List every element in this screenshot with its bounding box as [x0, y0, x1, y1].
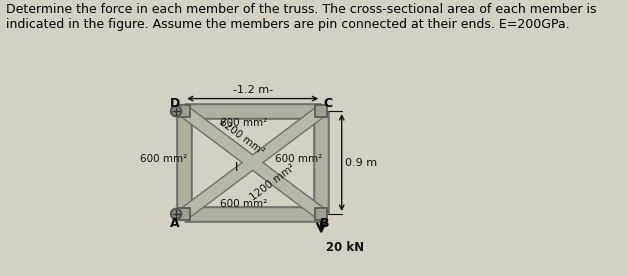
- Text: C: C: [323, 97, 333, 110]
- Circle shape: [171, 209, 181, 219]
- FancyBboxPatch shape: [315, 105, 327, 118]
- Text: 1200 mm²: 1200 mm²: [217, 116, 266, 156]
- FancyBboxPatch shape: [178, 208, 190, 220]
- Text: Determine the force in each member of the truss. The cross-sectional area of eac: Determine the force in each member of th…: [6, 3, 597, 31]
- Text: D: D: [170, 97, 180, 110]
- Text: 600 mm²: 600 mm²: [140, 154, 187, 164]
- FancyBboxPatch shape: [178, 105, 190, 118]
- Text: 600 mm²: 600 mm²: [220, 199, 267, 209]
- Circle shape: [171, 106, 181, 116]
- Text: B: B: [320, 217, 329, 230]
- Text: A: A: [170, 217, 180, 230]
- Text: I: I: [235, 161, 238, 174]
- Text: 20 kN: 20 kN: [326, 241, 364, 254]
- Text: 600 mm²: 600 mm²: [220, 118, 267, 128]
- Text: 1200 mm²: 1200 mm²: [249, 162, 298, 202]
- Text: 0.9 m: 0.9 m: [345, 158, 377, 168]
- Text: 600 mm²: 600 mm²: [274, 154, 322, 164]
- FancyBboxPatch shape: [315, 208, 327, 220]
- Text: -1.2 m-: -1.2 m-: [232, 85, 273, 95]
